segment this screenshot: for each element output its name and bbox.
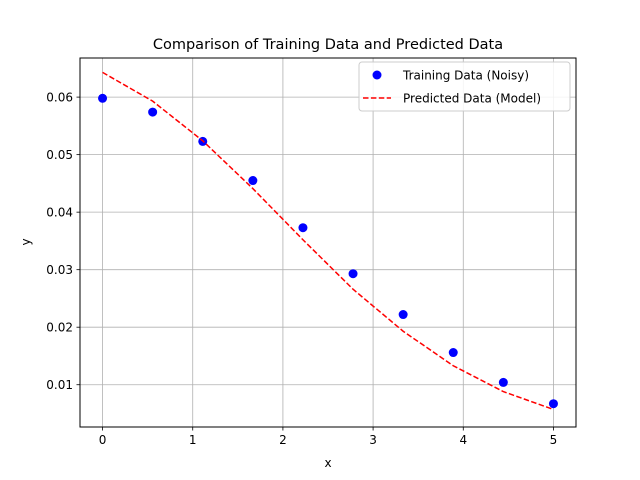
- legend: Training Data (Noisy) Predicted Data (Mo…: [358, 61, 571, 112]
- y-tick-label: 0.02: [46, 321, 73, 335]
- grid: [80, 58, 576, 427]
- y-tick-label: 0.06: [46, 91, 73, 105]
- x-axis-label: x: [324, 456, 331, 470]
- legend-label-predicted: Predicted Data (Model): [403, 92, 541, 106]
- y-axis-label: y: [19, 238, 33, 245]
- legend-label-training: Training Data (Noisy): [402, 69, 529, 83]
- ticks: 0 1 2 3 4 5 0.01 0.02 0.03 0.04 0.05 0.06: [46, 91, 557, 447]
- training-data-point: [298, 223, 308, 233]
- training-data-point: [248, 176, 258, 186]
- training-data-point: [498, 377, 508, 387]
- x-tick-label: 1: [189, 433, 197, 447]
- chart-title: Comparison of Training Data and Predicte…: [153, 37, 503, 53]
- x-tick-label: 3: [369, 433, 377, 447]
- series-layer: [98, 71, 558, 411]
- predicted-data-line: [102, 71, 554, 411]
- x-tick-label: 4: [459, 433, 467, 447]
- y-tick-label: 0.03: [46, 263, 73, 277]
- x-tick-label: 2: [279, 433, 287, 447]
- training-data-point: [548, 399, 558, 409]
- training-data-point: [398, 310, 408, 320]
- training-data-point: [348, 269, 358, 279]
- y-tick-label: 0.05: [46, 148, 73, 162]
- legend-marker-training: [372, 70, 382, 80]
- y-tick-label: 0.04: [46, 206, 73, 220]
- training-data-point: [148, 107, 158, 117]
- plot-frame: [79, 57, 577, 428]
- plot-area: [80, 58, 576, 427]
- x-tick-label: 5: [550, 433, 558, 447]
- training-data-point: [448, 348, 458, 358]
- y-tick-label: 0.01: [46, 378, 73, 392]
- x-tick-label: 0: [99, 433, 107, 447]
- training-data-point: [98, 93, 108, 103]
- legend-box: [358, 61, 571, 112]
